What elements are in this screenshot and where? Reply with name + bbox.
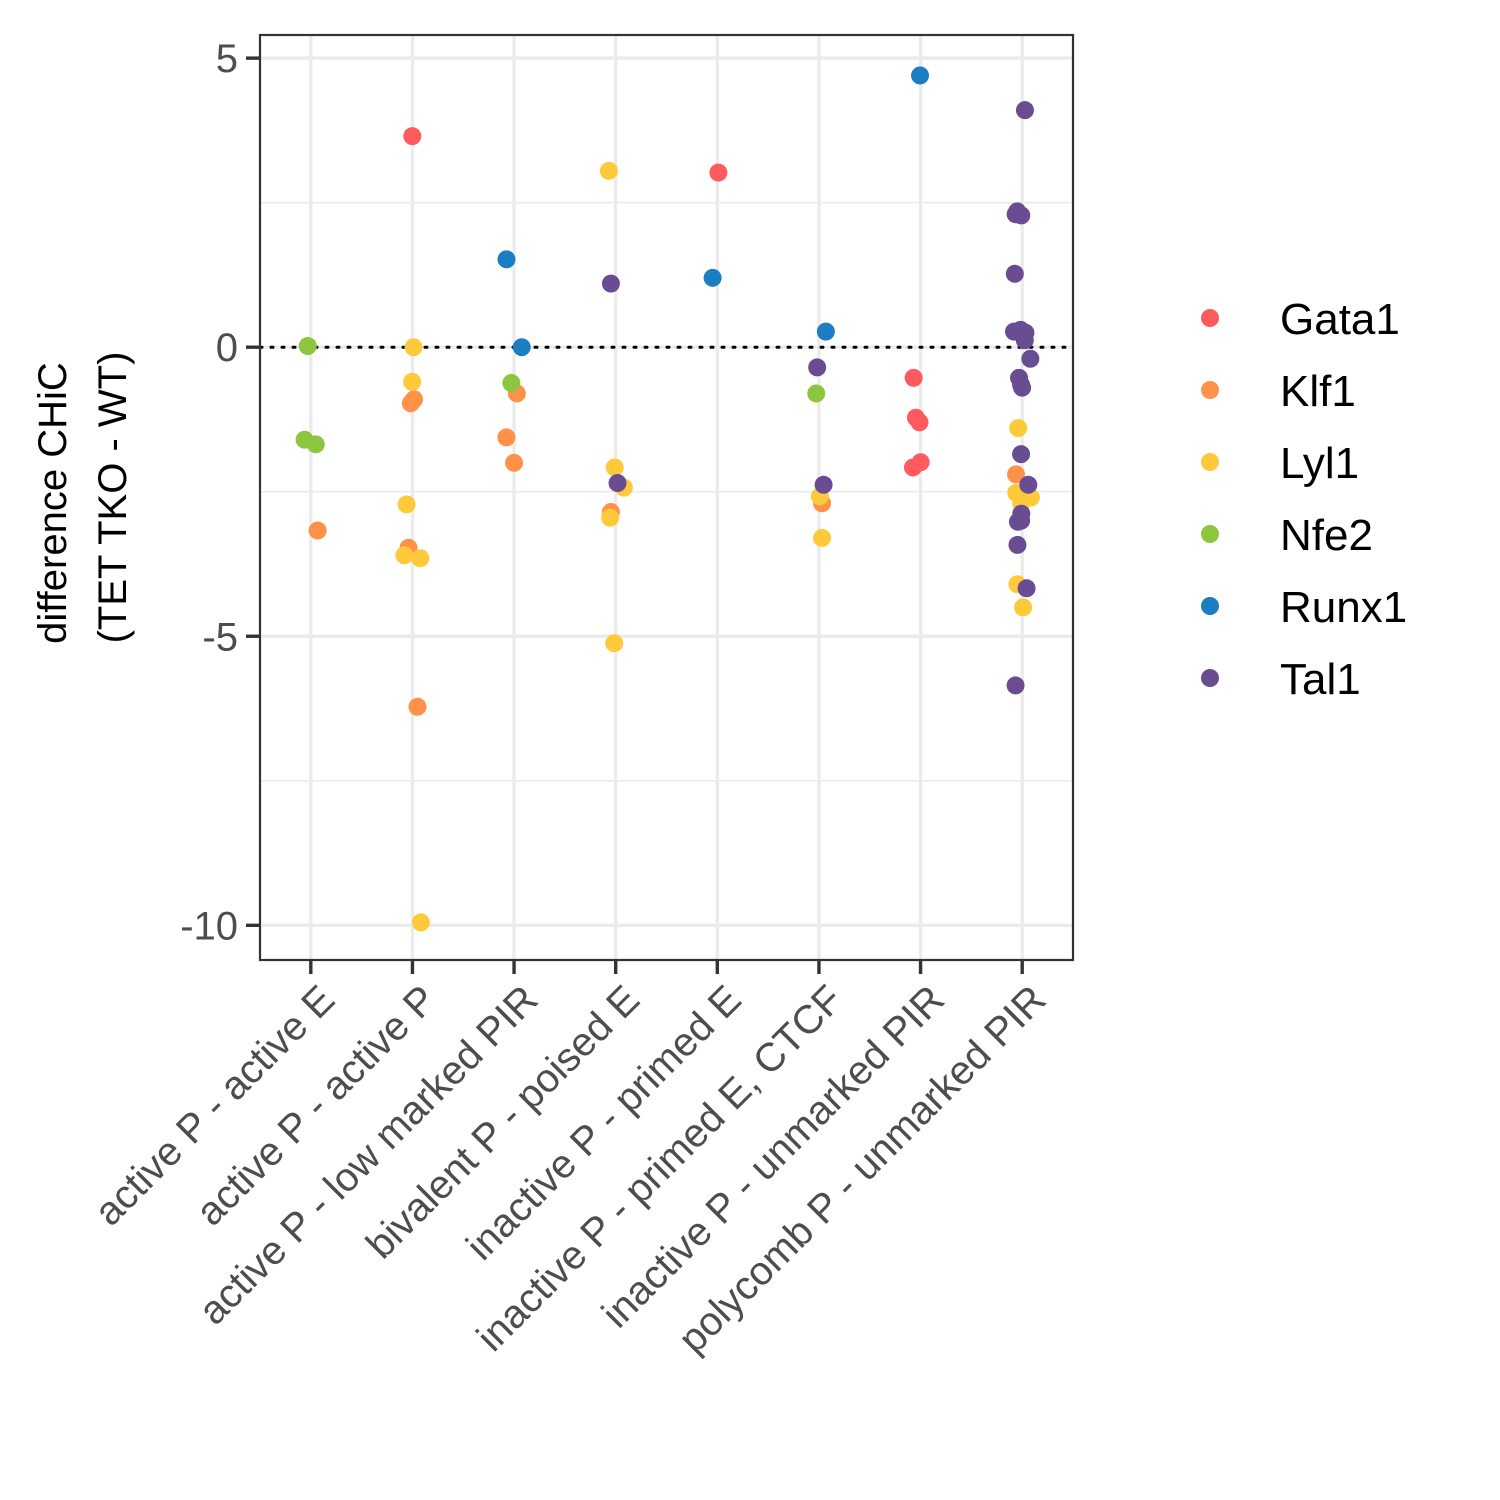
point-runx1 (497, 250, 516, 269)
legend: Gata1 Klf1 Lyl1 Nfe2 Runx1 Tal1 (1201, 295, 1407, 704)
legend-label-lyl1: Lyl1 (1280, 439, 1359, 488)
point-gata1 (910, 413, 929, 432)
point-tal1 (1006, 676, 1025, 695)
point-tal1 (1005, 264, 1024, 283)
point-tal1 (1008, 535, 1027, 554)
legend-key-nfe2 (1201, 525, 1219, 543)
y-tick-label: 5 (216, 37, 238, 81)
point-tal1 (808, 358, 827, 377)
point-nfe2 (502, 374, 521, 393)
legend-key-runx1 (1201, 597, 1219, 615)
point-lyl1 (404, 338, 423, 357)
point-klf1 (1007, 465, 1026, 484)
y-axis-title: difference CHiC (TET TKO - WT) (31, 351, 135, 644)
point-lyl1 (605, 458, 624, 477)
y-tick-label: 0 (216, 326, 238, 370)
point-lyl1 (397, 495, 416, 514)
point-tal1 (601, 274, 620, 293)
point-lyl1 (403, 372, 422, 391)
point-klf1 (497, 428, 516, 447)
point-lyl1 (411, 913, 430, 932)
point-lyl1 (411, 549, 430, 568)
point-runx1 (816, 322, 835, 341)
point-klf1 (505, 453, 524, 472)
point-lyl1 (1009, 419, 1028, 438)
legend-key-lyl1 (1201, 453, 1219, 471)
point-nfe2 (306, 435, 325, 454)
point-tal1 (1012, 206, 1031, 225)
legend-label-nfe2: Nfe2 (1280, 511, 1373, 560)
point-runx1 (911, 66, 930, 85)
legend-key-klf1 (1201, 381, 1219, 399)
legend-key-tal1 (1201, 669, 1219, 687)
point-runx1 (512, 338, 531, 357)
point-lyl1 (601, 508, 620, 527)
point-lyl1 (1014, 598, 1033, 617)
point-tal1 (1013, 378, 1032, 397)
panel-border (258, 33, 1075, 962)
point-tal1 (608, 474, 627, 493)
y-tick-label: -5 (202, 615, 238, 659)
point-tal1 (1008, 512, 1027, 531)
y-tick-label: -10 (180, 904, 238, 948)
x-tick-label: polycomb P - unmarked PIR (670, 977, 1054, 1361)
point-gata1 (709, 163, 728, 182)
y-axis: 5 0 -5 -10 (180, 37, 260, 948)
point-gata1 (904, 368, 923, 387)
point-tal1 (1021, 349, 1040, 368)
point-tal1 (1015, 331, 1034, 350)
point-tal1 (1012, 445, 1031, 464)
point-runx1 (703, 268, 722, 287)
point-lyl1 (395, 546, 414, 565)
point-gata1 (903, 458, 922, 477)
legend-key-gata1 (1201, 309, 1219, 327)
point-tal1 (814, 475, 833, 494)
point-lyl1 (813, 528, 832, 547)
panel-background (260, 35, 1073, 960)
data-points (295, 66, 1040, 932)
point-gata1 (403, 127, 422, 146)
point-tal1 (1015, 101, 1034, 120)
legend-label-runx1: Runx1 (1280, 583, 1407, 632)
point-lyl1 (605, 634, 624, 653)
point-nfe2 (807, 384, 826, 403)
point-klf1 (401, 394, 420, 413)
y-axis-title-line-2: (TET TKO - WT) (91, 352, 135, 644)
point-lyl1 (599, 161, 618, 180)
point-tal1 (1019, 475, 1038, 494)
point-nfe2 (298, 337, 317, 356)
legend-label-gata1: Gata1 (1280, 295, 1400, 344)
y-axis-title-line-1: difference CHiC (31, 362, 75, 644)
point-tal1 (1017, 579, 1036, 598)
legend-label-tal1: Tal1 (1280, 655, 1361, 704)
legend-label-klf1: Klf1 (1280, 367, 1356, 416)
point-klf1 (308, 521, 327, 540)
point-klf1 (408, 697, 427, 716)
